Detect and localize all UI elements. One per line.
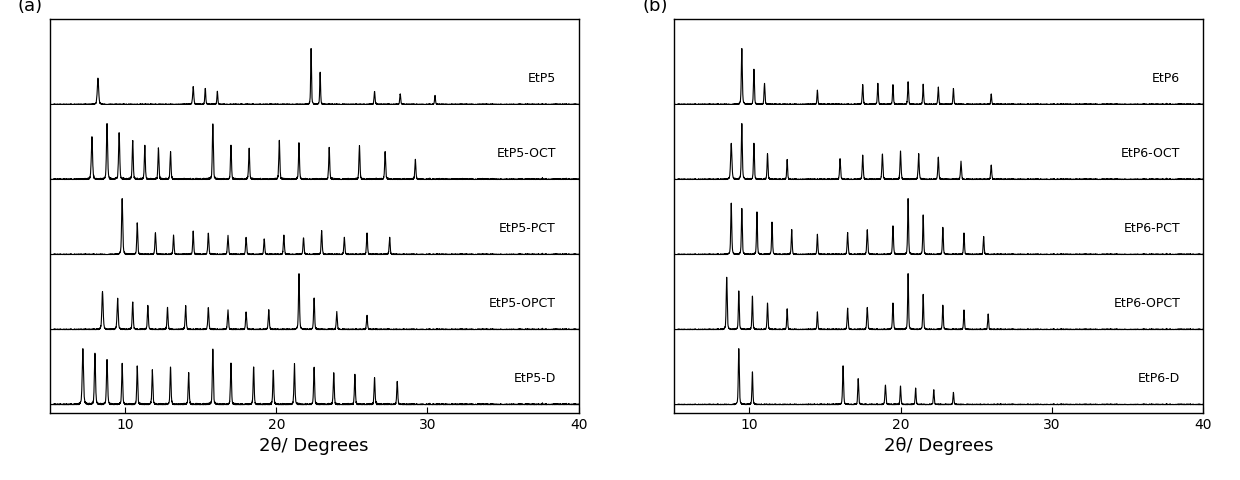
X-axis label: 2θ/ Degrees: 2θ/ Degrees bbox=[259, 437, 368, 455]
Text: EtP5: EtP5 bbox=[528, 72, 556, 85]
Text: EtP6: EtP6 bbox=[1152, 72, 1180, 85]
Text: EtP5-PCT: EtP5-PCT bbox=[500, 222, 556, 235]
Text: EtP5-OCT: EtP5-OCT bbox=[496, 147, 556, 160]
X-axis label: 2θ/ Degrees: 2θ/ Degrees bbox=[884, 437, 993, 455]
Text: EtP6-PCT: EtP6-PCT bbox=[1123, 222, 1180, 235]
Text: EtP5-D: EtP5-D bbox=[513, 372, 556, 385]
Text: (a): (a) bbox=[17, 0, 43, 15]
Text: EtP5-OPCT: EtP5-OPCT bbox=[489, 297, 556, 310]
Text: EtP6-D: EtP6-D bbox=[1138, 372, 1180, 385]
Text: (b): (b) bbox=[642, 0, 667, 15]
Text: EtP6-OPCT: EtP6-OPCT bbox=[1114, 297, 1180, 310]
Text: EtP6-OCT: EtP6-OCT bbox=[1121, 147, 1180, 160]
